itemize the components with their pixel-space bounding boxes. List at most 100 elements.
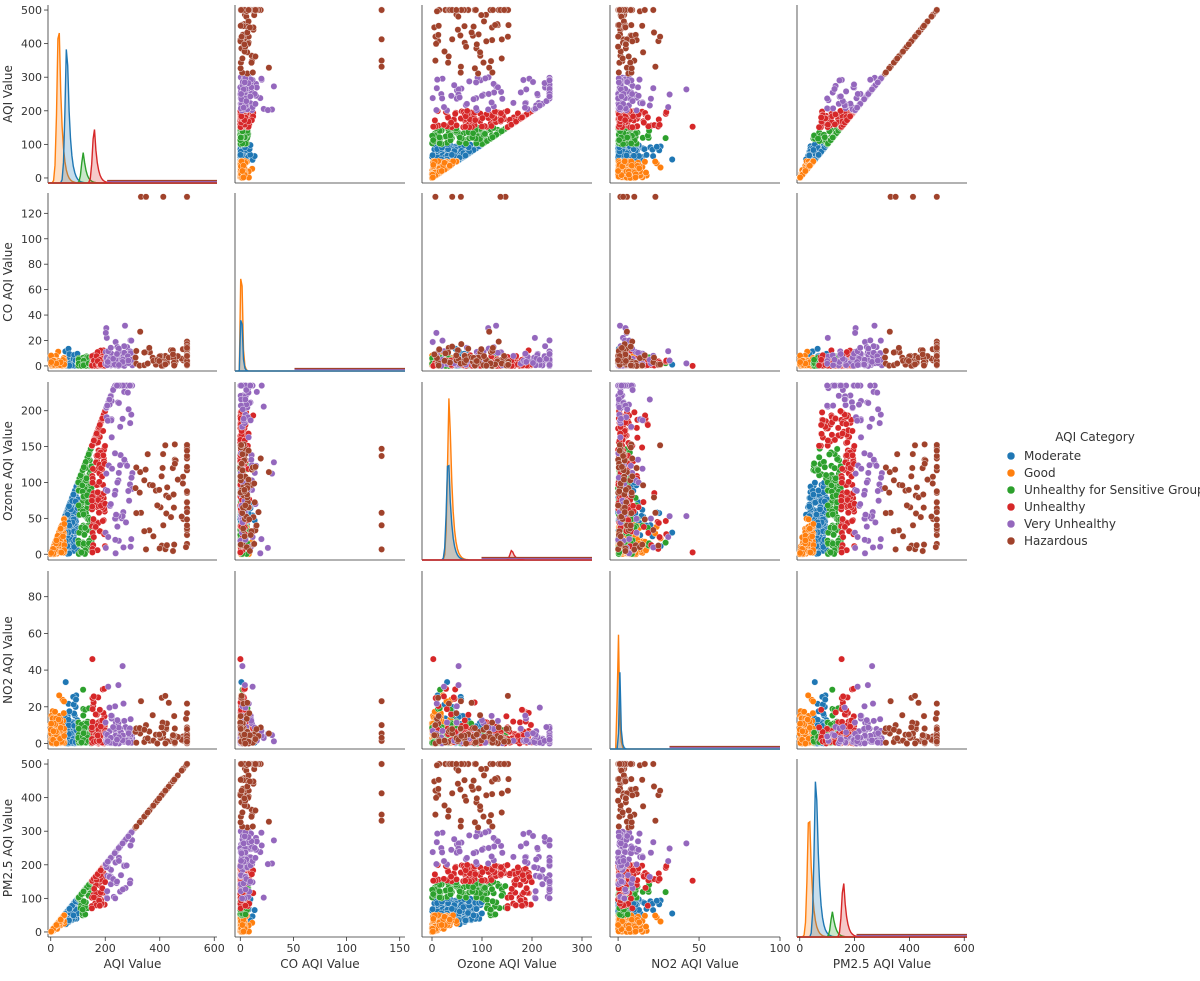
- scatter-point: [633, 107, 639, 113]
- scatter-point: [239, 168, 245, 174]
- scatter-point: [458, 194, 464, 200]
- scatter-point: [505, 22, 511, 28]
- scatter-point: [146, 345, 152, 351]
- scatter-point: [156, 358, 162, 364]
- scatter-point: [616, 69, 622, 75]
- scatter-point: [122, 323, 128, 329]
- scatter-point: [474, 41, 480, 47]
- scatter-point: [479, 115, 485, 121]
- scatter-point: [116, 362, 122, 368]
- scatter-point: [628, 362, 634, 368]
- scatter-point: [830, 134, 836, 140]
- scatter-point: [689, 124, 695, 130]
- scatter-point: [652, 158, 658, 164]
- kde-curve-good: [235, 279, 405, 371]
- scatter-point: [616, 79, 622, 85]
- scatter-point: [639, 23, 645, 29]
- scatter-point: [651, 29, 657, 35]
- scatter-point: [624, 134, 630, 140]
- scatter-point: [441, 48, 447, 54]
- scatter-point: [238, 113, 244, 119]
- scatter-point: [475, 31, 481, 37]
- scatter-point: [490, 345, 496, 351]
- scatter-point: [463, 140, 469, 146]
- scatter-point: [496, 338, 502, 344]
- scatter-point: [247, 93, 253, 99]
- scatter-point: [488, 58, 494, 64]
- panel-1-2: [422, 193, 592, 371]
- scatter-point: [488, 99, 494, 105]
- y-tick-label: 400: [21, 38, 42, 51]
- scatter-point: [640, 49, 646, 55]
- scatter-point: [378, 7, 384, 13]
- scatter-point: [615, 44, 621, 50]
- scatter-point: [629, 91, 635, 97]
- scatter-point: [832, 111, 838, 117]
- scatter-point: [815, 152, 821, 158]
- scatter-point: [439, 168, 445, 174]
- scatter-point: [520, 77, 526, 83]
- scatter-point: [627, 59, 633, 65]
- scatter-point: [252, 53, 258, 59]
- scatter-point: [497, 194, 503, 200]
- scatter-point: [478, 346, 484, 352]
- kde-curve-moderate: [48, 49, 217, 183]
- scatter-point: [463, 44, 469, 50]
- scatter-point: [624, 79, 630, 85]
- y-tick-label: 200: [21, 105, 42, 118]
- scatter-point: [921, 23, 927, 29]
- scatter-point: [505, 362, 511, 368]
- scatter-point: [806, 152, 812, 158]
- scatter-point: [546, 351, 552, 357]
- scatter-point: [912, 34, 918, 40]
- scatter-point: [498, 128, 504, 134]
- y-tick-label: 100: [21, 138, 42, 151]
- scatter-point: [629, 98, 635, 104]
- scatter-point: [434, 85, 440, 91]
- scatter-point: [499, 55, 505, 61]
- scatter-point: [238, 91, 244, 97]
- scatter-point: [184, 353, 190, 359]
- scatter-point: [430, 137, 436, 143]
- scatter-point: [252, 101, 258, 107]
- scatter-point: [436, 346, 442, 352]
- scatter-point: [510, 353, 516, 359]
- scatter-point: [432, 57, 438, 63]
- scatter-point: [645, 114, 651, 120]
- scatter-point: [483, 38, 489, 44]
- scatter-point: [639, 362, 645, 368]
- scatter-point: [665, 104, 671, 110]
- scatter-point: [623, 358, 629, 364]
- scatter-point: [629, 38, 635, 44]
- scatter-point: [665, 348, 671, 354]
- panel-1-1: [235, 193, 405, 371]
- scatter-point: [489, 69, 495, 75]
- scatter-point: [822, 134, 828, 140]
- panel-0-2: [422, 5, 592, 183]
- scatter-point: [108, 345, 114, 351]
- scatter-point: [683, 86, 689, 92]
- scatter-point: [875, 79, 881, 85]
- scatter-point: [170, 351, 176, 357]
- scatter-point: [434, 76, 440, 82]
- scatter-point: [683, 360, 689, 366]
- scatter-point: [642, 7, 648, 13]
- y-tick-label: 100: [21, 233, 42, 246]
- scatter-point: [498, 110, 504, 116]
- scatter-point: [647, 102, 653, 108]
- scatter-point: [125, 357, 131, 363]
- scatter-point: [462, 152, 468, 158]
- scatter-point: [883, 69, 889, 75]
- scatter-point: [824, 105, 830, 111]
- scatter-point: [105, 359, 111, 365]
- scatter-point: [534, 91, 540, 97]
- scatter-point: [462, 124, 468, 130]
- scatter-point: [237, 152, 243, 158]
- scatter-point: [851, 81, 857, 87]
- scatter-point: [458, 63, 464, 69]
- scatter-point: [501, 7, 507, 13]
- y-axis-label: AQI Value: [1, 65, 15, 123]
